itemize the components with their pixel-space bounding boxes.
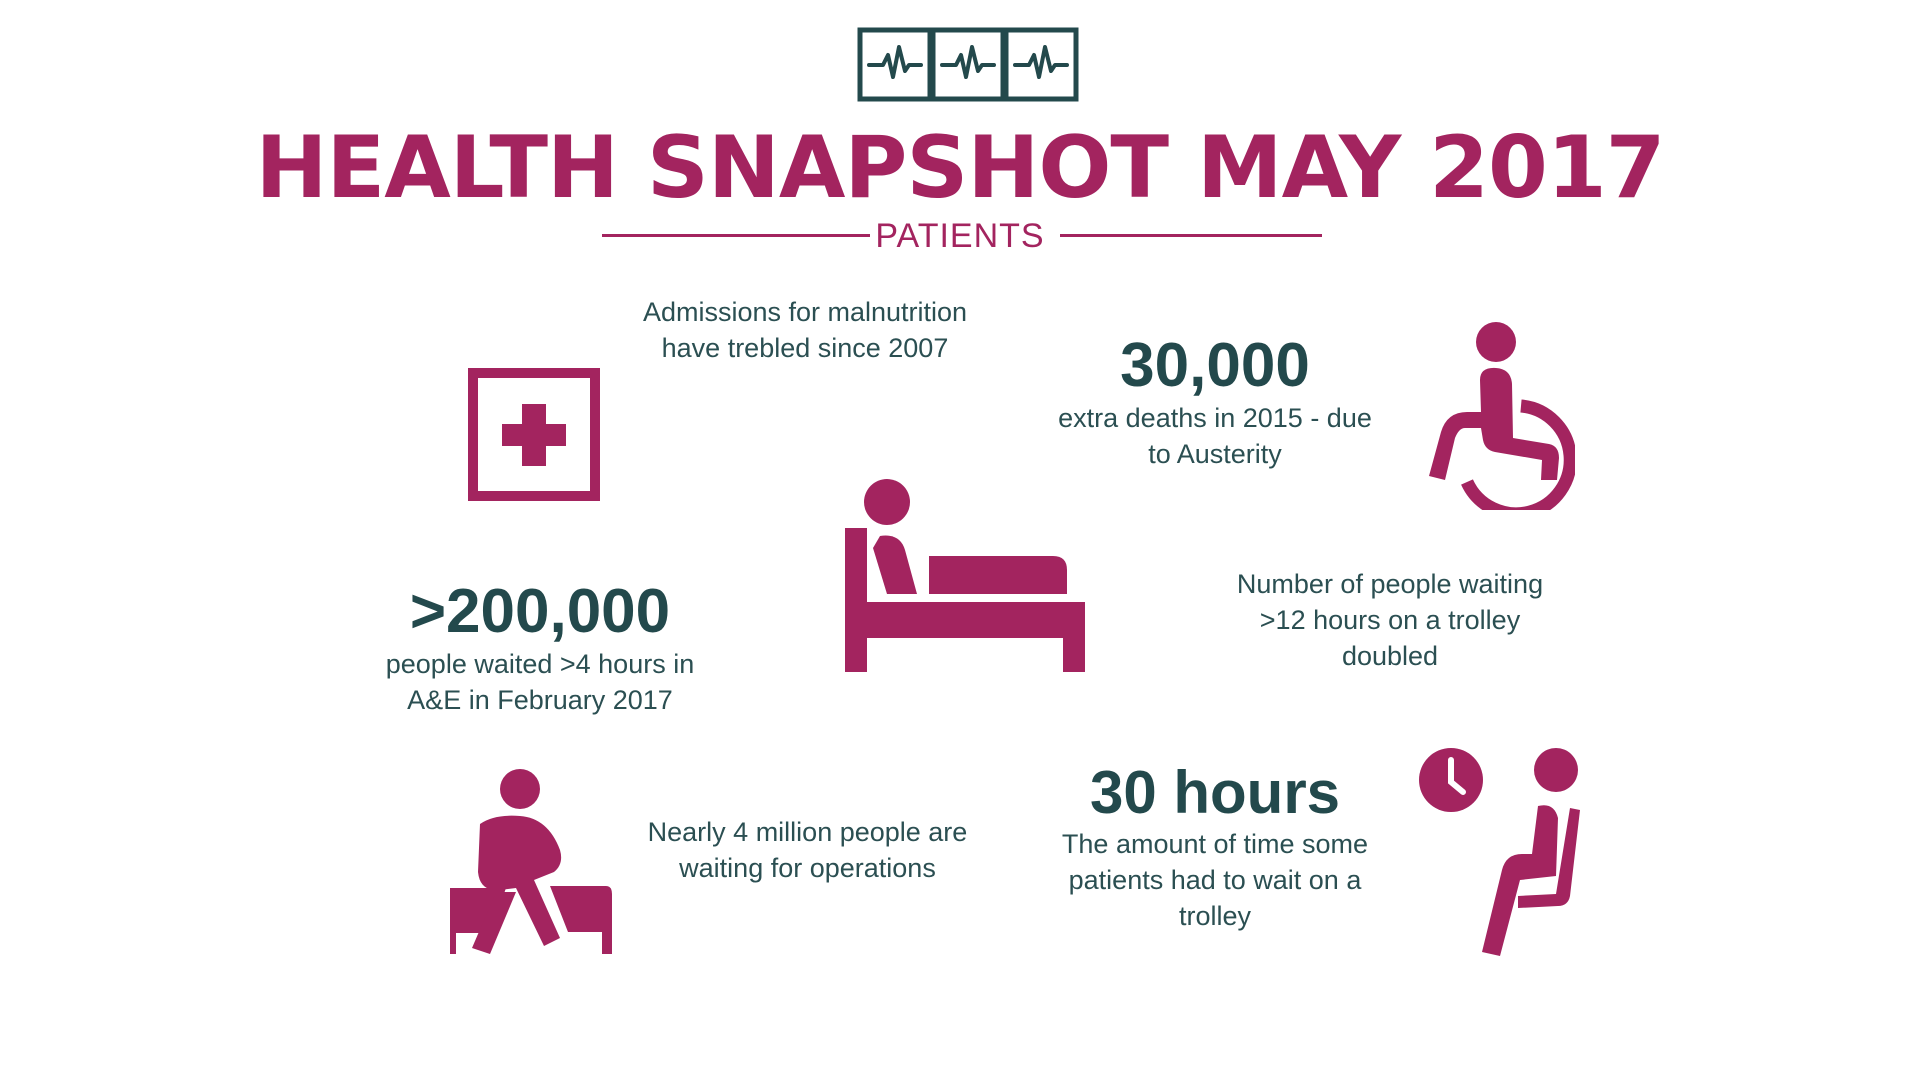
section-subtitle: PATIENTS [875,217,1045,255]
ae-wait-stat-value: >200,000 [409,577,671,646]
heartbeat-monitor-icon [857,27,1079,102]
trolley-time-stat-value: 30 hours [1089,759,1341,826]
wheelchair-icon [1425,320,1575,510]
page-title: HEALTH SNAPSHOT MAY 2017 [255,118,1665,218]
trolley-doubled-stat-text: Number of people waiting >12 hours on a … [1236,569,1544,671]
seated-person-icon [450,768,612,954]
deaths-stat-text: extra deaths in 2015 - due to Austerity [1058,403,1372,469]
ae-wait-stat-text: people waited >4 hours in A&E in Februar… [385,649,695,715]
malnutrition-stat-text: Admissions for malnutrition have trebled… [642,297,968,363]
waiting-clock-icon [1418,746,1590,956]
deaths-stat-value: 30,000 [1120,331,1310,400]
hospital-bed-icon [845,478,1085,672]
first-aid-icon [468,368,600,501]
divider [1060,234,1322,237]
trolley-time-stat-text: The amount of time some patients had to … [1061,829,1369,931]
divider [602,234,870,237]
operations-stat-text: Nearly 4 million people are waiting for … [647,817,968,883]
